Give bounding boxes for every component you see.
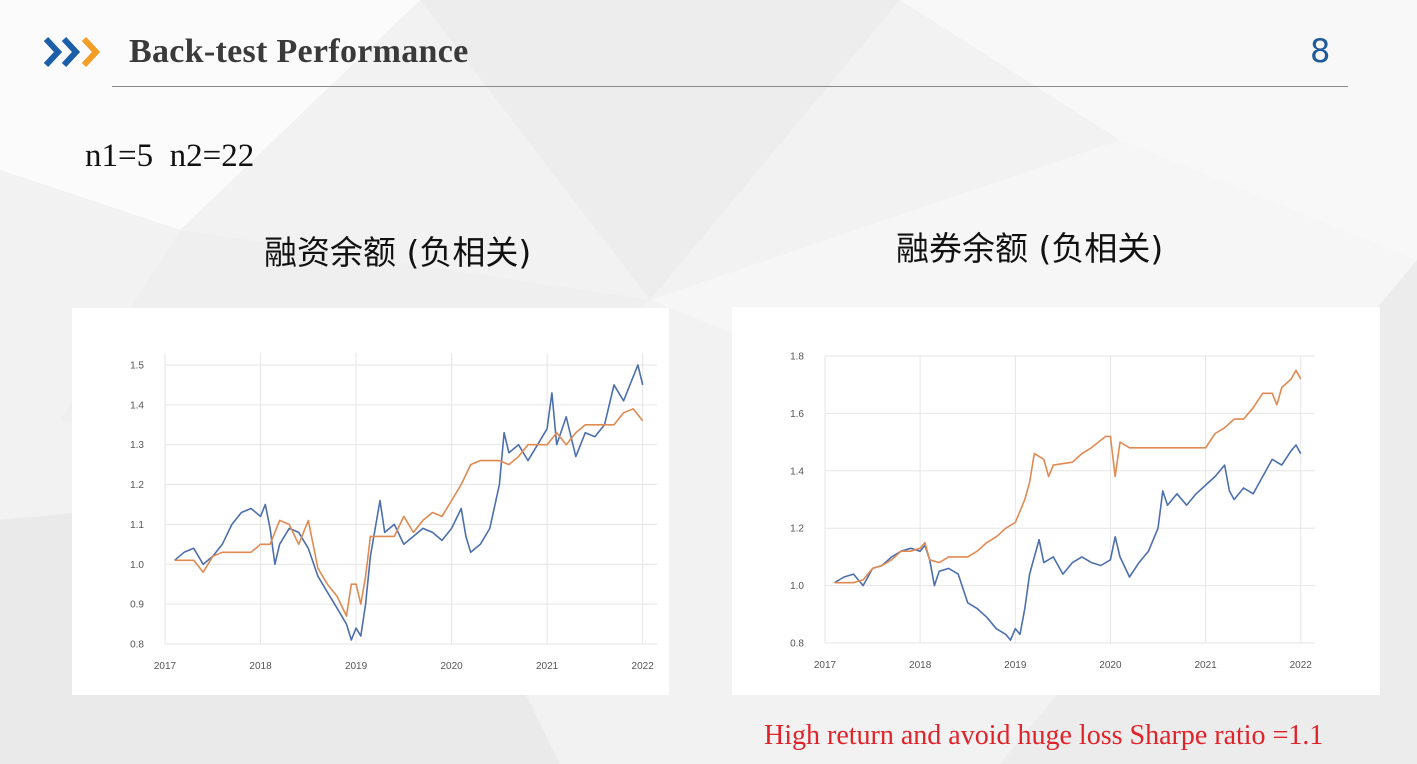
y-tick-label: 1.2 — [790, 524, 804, 535]
x-tick-label: 2019 — [1004, 660, 1027, 671]
x-tick-label: 2017 — [814, 660, 837, 671]
x-tick-label: 2021 — [1194, 660, 1217, 671]
y-tick-label: 0.8 — [130, 640, 144, 651]
y-tick-label: 0.8 — [790, 639, 804, 650]
y-tick-label: 1.6 — [790, 409, 804, 420]
chart-panel-financing-balance: 0.8 0.9 1.0 1.1 1.2 1.3 1.4 1.5 2017 2018 2019 2020… — [72, 308, 669, 695]
series-line-orange — [834, 369, 1302, 584]
series-line-orange — [174, 408, 644, 617]
line-chart-financing-balance: 0.8 0.9 1.0 1.1 1.2 1.3 1.4 1.5 2017 2018 2019 2020… — [130, 353, 657, 672]
x-tick-label: 2020 — [1099, 660, 1122, 671]
y-tick-label: 1.1 — [130, 520, 144, 531]
x-tick-label: 2018 — [249, 661, 272, 672]
conclusion-text: High return and avoid huge loss Sharpe r… — [764, 720, 1324, 751]
x-tick-label: 2022 — [632, 661, 655, 672]
y-tick-label: 1.4 — [130, 400, 144, 411]
y-tick-label: 0.9 — [130, 600, 144, 611]
x-tick-label: 2021 — [536, 661, 559, 672]
x-tick-label: 2022 — [1290, 660, 1313, 671]
page-number: 8 — [1310, 32, 1331, 70]
y-tick-label: 1.2 — [130, 480, 144, 491]
chart-title-short-selling-balance: 融券余额 (负相关) — [896, 229, 1164, 268]
y-tick-label: 1.0 — [130, 560, 144, 571]
title-divider — [112, 86, 1348, 87]
y-tick-label: 1.0 — [790, 581, 804, 592]
chevron-arrows-icon — [44, 36, 101, 68]
x-tick-label: 2020 — [440, 661, 463, 672]
x-tick-label: 2018 — [909, 660, 932, 671]
y-tick-label: 1.3 — [130, 440, 144, 451]
series-line-blue — [174, 364, 644, 641]
parameters-text: n1=5 n2=22 — [85, 138, 255, 174]
line-chart-short-selling-balance: 0.8 1.0 1.2 1.4 1.6 1.8 2017 2018 2019 2020 2021 20… — [790, 352, 1315, 671]
series-line-blue — [834, 444, 1302, 641]
chart-title-financing-balance: 融资余额 (负相关) — [264, 233, 532, 272]
x-tick-label: 2017 — [154, 661, 177, 672]
x-tick-label: 2019 — [345, 661, 368, 672]
y-tick-label: 1.4 — [790, 466, 804, 477]
slide-title: Back-test Performance — [129, 33, 469, 70]
y-tick-label: 1.8 — [790, 352, 804, 363]
chart-panel-short-selling-balance: 0.8 1.0 1.2 1.4 1.6 1.8 2017 2018 2019 2020 2021 20… — [732, 307, 1380, 695]
y-tick-label: 1.5 — [130, 360, 144, 371]
